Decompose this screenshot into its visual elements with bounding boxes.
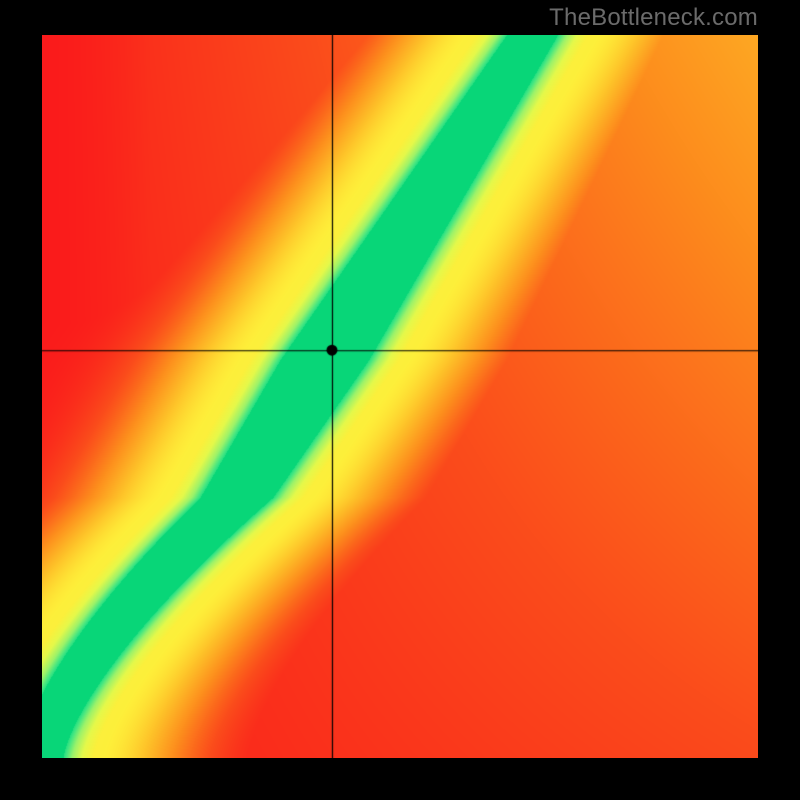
figure-root: TheBottleneck.com bbox=[0, 0, 800, 800]
bottleneck-heatmap bbox=[42, 35, 758, 758]
watermark-label: TheBottleneck.com bbox=[549, 6, 758, 30]
